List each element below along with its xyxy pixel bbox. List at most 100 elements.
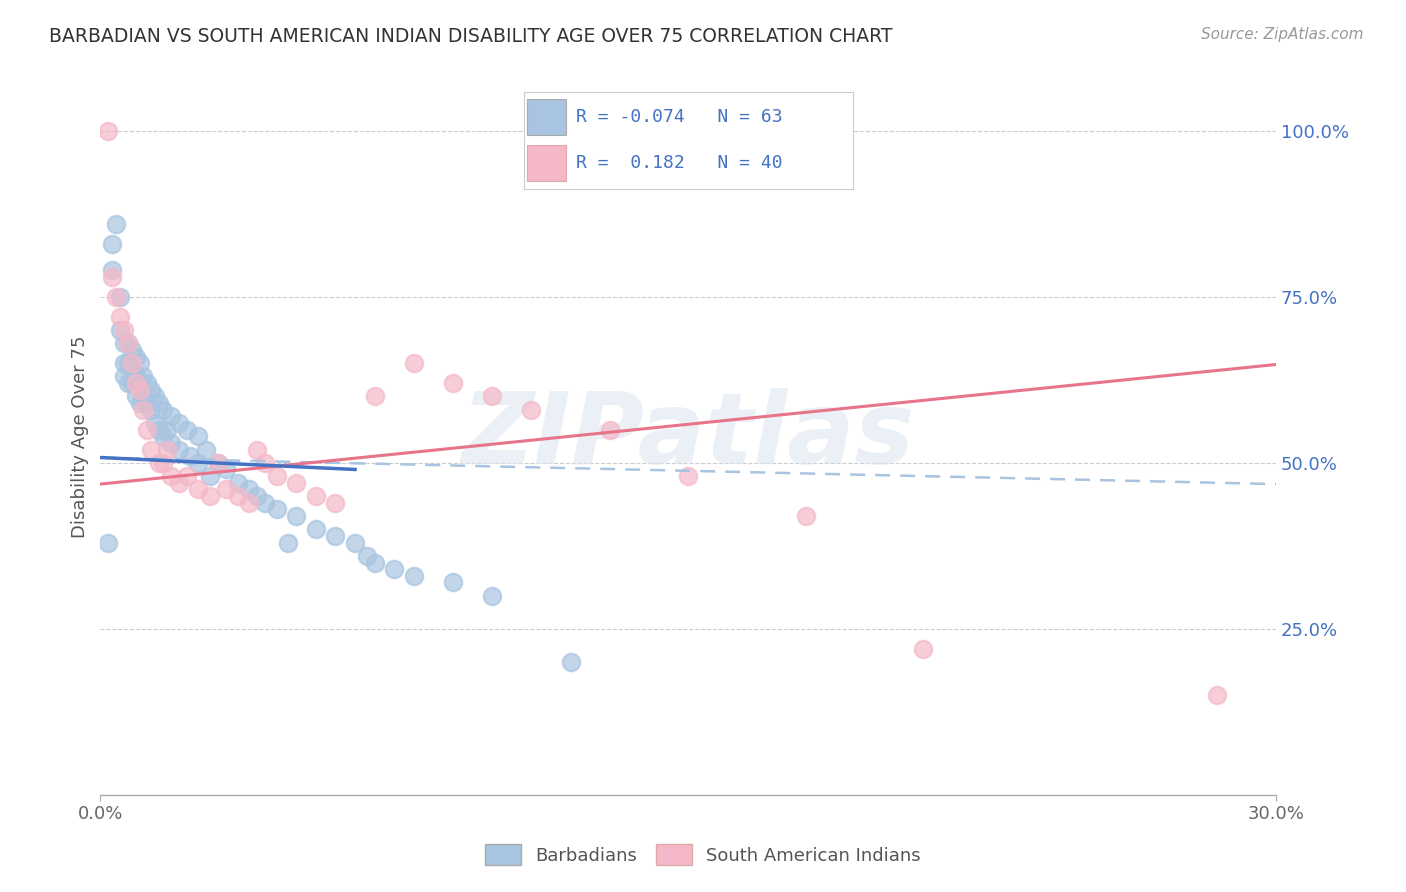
- Point: [97, 535, 120, 549]
- Point: [132, 402, 155, 417]
- Point: [215, 462, 238, 476]
- Point: [344, 535, 367, 549]
- Point: [112, 323, 135, 337]
- Point: [97, 123, 120, 137]
- Point: [246, 489, 269, 503]
- Point: [356, 549, 378, 563]
- Point: [152, 429, 174, 443]
- Point: [325, 496, 347, 510]
- Point: [124, 389, 146, 403]
- Point: [560, 655, 582, 669]
- Point: [121, 356, 143, 370]
- Point: [156, 442, 179, 457]
- Point: [121, 376, 143, 390]
- Point: [124, 369, 146, 384]
- Point: [152, 402, 174, 417]
- Point: [363, 556, 385, 570]
- Point: [124, 376, 146, 390]
- Point: [187, 429, 209, 443]
- Point: [176, 423, 198, 437]
- Point: [160, 469, 183, 483]
- Point: [148, 423, 170, 437]
- Point: [112, 336, 135, 351]
- Point: [105, 290, 128, 304]
- Point: [101, 269, 124, 284]
- Point: [441, 376, 464, 390]
- Point: [121, 343, 143, 357]
- Point: [132, 389, 155, 403]
- Point: [141, 442, 163, 457]
- Point: [128, 356, 150, 370]
- Point: [253, 496, 276, 510]
- Point: [141, 383, 163, 397]
- Point: [136, 396, 159, 410]
- Point: [285, 475, 308, 490]
- Point: [143, 389, 166, 403]
- Point: [176, 469, 198, 483]
- Point: [1206, 689, 1229, 703]
- Point: [238, 483, 260, 497]
- Point: [207, 456, 229, 470]
- Point: [124, 350, 146, 364]
- Point: [266, 502, 288, 516]
- Point: [246, 442, 269, 457]
- Point: [167, 416, 190, 430]
- Point: [128, 376, 150, 390]
- Point: [253, 456, 276, 470]
- Point: [112, 356, 135, 370]
- Legend: Barbadians, South American Indians: Barbadians, South American Indians: [477, 835, 929, 874]
- Point: [599, 423, 621, 437]
- Point: [305, 489, 328, 503]
- Point: [117, 376, 139, 390]
- Point: [128, 383, 150, 397]
- Point: [101, 263, 124, 277]
- Point: [520, 402, 543, 417]
- Point: [402, 569, 425, 583]
- Text: Source: ZipAtlas.com: Source: ZipAtlas.com: [1201, 27, 1364, 42]
- Point: [136, 376, 159, 390]
- Point: [167, 475, 190, 490]
- Text: BARBADIAN VS SOUTH AMERICAN INDIAN DISABILITY AGE OVER 75 CORRELATION CHART: BARBADIAN VS SOUTH AMERICAN INDIAN DISAB…: [49, 27, 893, 45]
- Point: [148, 456, 170, 470]
- Point: [117, 336, 139, 351]
- Point: [441, 575, 464, 590]
- Point: [105, 217, 128, 231]
- Point: [363, 389, 385, 403]
- Point: [382, 562, 405, 576]
- Point: [167, 442, 190, 457]
- Point: [226, 489, 249, 503]
- Point: [141, 402, 163, 417]
- Point: [128, 396, 150, 410]
- Point: [148, 396, 170, 410]
- Point: [143, 416, 166, 430]
- Point: [112, 369, 135, 384]
- Point: [187, 456, 209, 470]
- Point: [794, 508, 817, 523]
- Point: [117, 356, 139, 370]
- Point: [187, 483, 209, 497]
- Point: [108, 323, 131, 337]
- Point: [198, 489, 221, 503]
- Point: [207, 456, 229, 470]
- Y-axis label: Disability Age Over 75: Disability Age Over 75: [72, 335, 89, 538]
- Point: [121, 363, 143, 377]
- Point: [481, 389, 503, 403]
- Text: ZIPatlas: ZIPatlas: [461, 388, 915, 484]
- Point: [402, 356, 425, 370]
- Point: [160, 409, 183, 424]
- Point: [136, 423, 159, 437]
- Point: [160, 436, 183, 450]
- Point: [215, 483, 238, 497]
- Point: [325, 529, 347, 543]
- Point: [238, 496, 260, 510]
- Point: [285, 508, 308, 523]
- Point: [195, 442, 218, 457]
- Point: [676, 469, 699, 483]
- Point: [277, 535, 299, 549]
- Point: [179, 449, 201, 463]
- Point: [156, 423, 179, 437]
- Point: [481, 589, 503, 603]
- Point: [108, 310, 131, 324]
- Point: [117, 336, 139, 351]
- Point: [101, 236, 124, 251]
